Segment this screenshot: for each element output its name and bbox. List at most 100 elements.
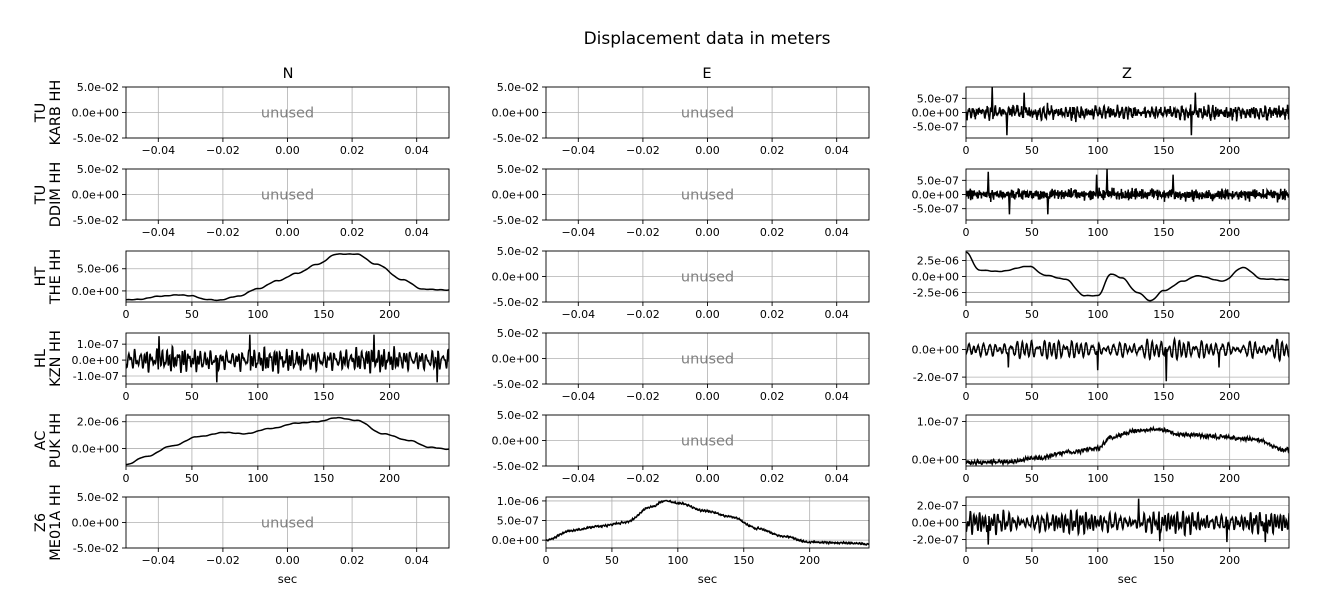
- x-tick-label: −0.04: [141, 226, 175, 239]
- row-station-label: DDIM HH: [48, 162, 64, 228]
- y-tick-label: 0.0e+00: [72, 107, 119, 120]
- x-tick-label: 100: [1087, 144, 1108, 157]
- x-tick-label: 150: [313, 308, 334, 321]
- panel-n-4: 0 50 100 150 200 0.0e+00 2.0e-06: [72, 414, 450, 485]
- row-station-label: PUK HH: [48, 413, 64, 468]
- series-line: [126, 416, 449, 466]
- x-tick-label: 150: [1153, 472, 1174, 485]
- row-network-label: HL: [33, 349, 49, 368]
- axes-frame: [125, 250, 450, 303]
- x-tick-label: 0: [963, 390, 970, 403]
- x-tick-label: 100: [247, 472, 268, 485]
- panel-n-5: unused −0.04 −0.02 0.00 0.02 0.04 -5.0e-02 0.0e…: [72, 491, 450, 586]
- x-tick-label: 200: [1219, 472, 1240, 485]
- x-axis-label: sec: [698, 572, 717, 586]
- y-tick-label: 0.0e+00: [492, 107, 539, 120]
- x-tick-label: 50: [185, 308, 199, 321]
- panel-e-3: unused −0.04 −0.02 0.00 0.02 0.04 -5.0e-02 0.0e…: [492, 327, 870, 403]
- y-tick-label: 0.0e+00: [912, 271, 959, 284]
- x-tick-label: 200: [1219, 144, 1240, 157]
- x-tick-label: −0.02: [626, 144, 660, 157]
- x-tick-label: 200: [1219, 226, 1240, 239]
- x-tick-label: 0.00: [695, 390, 720, 403]
- y-tick-label: 1.0e-07: [917, 415, 959, 428]
- y-tick-label: 5.0e-02: [497, 163, 539, 176]
- x-tick-label: 200: [1219, 308, 1240, 321]
- y-tick-label: 0.0e+00: [72, 285, 119, 298]
- y-tick-label: 5.0e-02: [497, 81, 539, 94]
- x-tick-label: 0.00: [695, 472, 720, 485]
- panel-e-0: unused −0.04 −0.02 0.00 0.02 0.04 -5.0e-02 0.0e…: [492, 81, 870, 157]
- y-tick-label: -5.0e-02: [493, 378, 539, 391]
- y-tick-label: 5.0e-02: [77, 163, 119, 176]
- series-line: [126, 253, 449, 302]
- x-tick-label: 150: [313, 472, 334, 485]
- x-tick-label: 0.00: [275, 144, 300, 157]
- y-tick-label: 0.0e+00: [492, 353, 539, 366]
- y-tick-label: 5.0e-02: [77, 491, 119, 504]
- unused-label: unused: [681, 352, 734, 368]
- x-tick-label: 0: [963, 554, 970, 567]
- x-tick-label: 200: [1219, 390, 1240, 403]
- x-tick-label: 100: [1087, 390, 1108, 403]
- y-tick-label: 1.0e-07: [77, 338, 119, 351]
- panel-e-5: 0 50 100 150 200 0.0e+00 5.0e-07 1.0e-06 sec: [492, 495, 870, 586]
- x-tick-label: 50: [1025, 472, 1039, 485]
- row-station-label: KZN HH: [48, 330, 64, 387]
- x-tick-label: 0: [123, 390, 130, 403]
- y-tick-label: 0.0e+00: [492, 189, 539, 202]
- series-line: [966, 169, 1289, 215]
- y-tick-label: -5.0e-02: [73, 132, 119, 145]
- x-tick-label: 0: [963, 308, 970, 321]
- x-tick-label: 100: [1087, 554, 1108, 567]
- x-tick-label: 0.00: [275, 554, 300, 567]
- series-line: [966, 498, 1289, 545]
- x-tick-label: 200: [379, 472, 400, 485]
- figure-title: Displacement data in meters: [584, 29, 831, 49]
- y-tick-label: 0.0e+00: [492, 435, 539, 448]
- x-tick-label: 150: [1153, 226, 1174, 239]
- column-title-n: N: [283, 66, 294, 82]
- series-line: [126, 334, 449, 383]
- y-tick-label: -5.0e-02: [493, 460, 539, 473]
- x-tick-label: 200: [1219, 554, 1240, 567]
- series-line: [966, 336, 1289, 382]
- unused-label: unused: [261, 516, 314, 532]
- x-tick-label: −0.04: [561, 226, 595, 239]
- y-tick-label: -5.0e-07: [913, 203, 959, 216]
- x-tick-label: −0.02: [626, 308, 660, 321]
- x-tick-label: 100: [1087, 226, 1108, 239]
- y-tick-label: -5.0e-02: [493, 132, 539, 145]
- unused-label: unused: [681, 188, 734, 204]
- x-tick-label: −0.02: [626, 226, 660, 239]
- panel-z-1: 0 50 100 150 200 -5.0e-070.0e+00 5.0e-07: [912, 168, 1290, 239]
- x-tick-label: −0.02: [626, 472, 660, 485]
- x-tick-label: 0.00: [695, 226, 720, 239]
- y-tick-label: -1.0e-07: [73, 370, 119, 383]
- y-tick-label: 0.0e+00: [912, 189, 959, 202]
- panel-z-4: 0 50 100 150 200 0.0e+00 1.0e-07: [912, 414, 1290, 485]
- x-tick-label: 0.04: [824, 390, 849, 403]
- x-tick-label: 50: [185, 390, 199, 403]
- x-tick-label: 50: [1025, 144, 1039, 157]
- y-tick-label: 0.0e+00: [72, 517, 119, 530]
- y-tick-label: 5.0e-07: [497, 515, 539, 528]
- axes-frame: [545, 496, 870, 549]
- unused-label: unused: [681, 270, 734, 286]
- series-line: [966, 87, 1289, 136]
- x-tick-label: 50: [1025, 554, 1039, 567]
- y-tick-label: 0.0e+00: [912, 517, 959, 530]
- x-tick-label: 0: [963, 144, 970, 157]
- panel-n-2: 0 50 100 150 200 0.0e+00 5.0e-06: [72, 250, 450, 321]
- panel-z-0: 0 50 100 150 200 -5.0e-070.0e+00 5.0e-07: [912, 86, 1290, 157]
- y-tick-label: -2.5e-06: [913, 286, 959, 299]
- x-tick-label: 0.04: [404, 554, 429, 567]
- row-network-label: TU: [33, 103, 49, 123]
- y-tick-label: 1.0e-06: [497, 495, 539, 508]
- x-tick-label: −0.04: [561, 390, 595, 403]
- panel-e-1: unused −0.04 −0.02 0.00 0.02 0.04 -5.0e-02 0.0e…: [492, 163, 870, 239]
- y-tick-label: -5.0e-07: [913, 121, 959, 134]
- x-tick-label: −0.04: [561, 144, 595, 157]
- x-tick-label: 0.02: [340, 226, 365, 239]
